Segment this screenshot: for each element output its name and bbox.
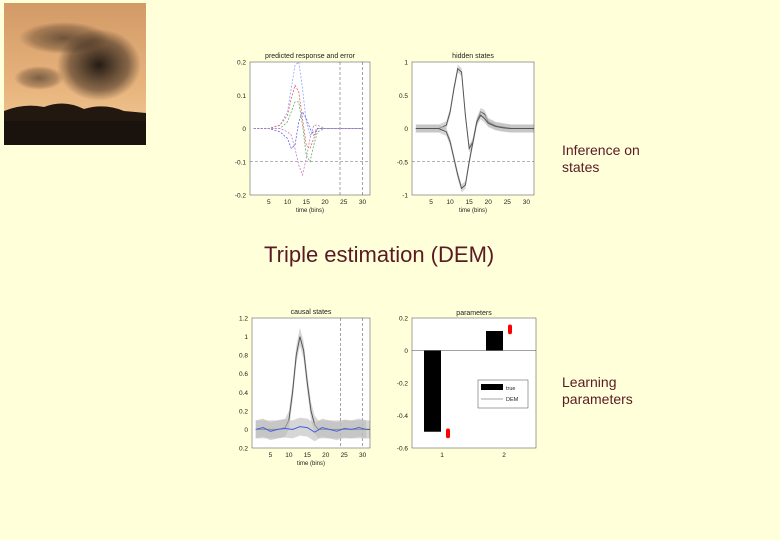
y-tick-label: 0.2 (239, 446, 248, 453)
plot-border (249, 61, 371, 196)
x-axis-label: time (bins) (297, 461, 325, 467)
x-tick-label: 10 (284, 199, 292, 206)
chart-parameters: parameters -0.6 -0.4 -0.2 0 0.2 1 2 true DEM (392, 308, 542, 473)
x-tick-label: 10 (447, 199, 455, 206)
y-tick-label: 0.2 (399, 316, 408, 323)
y-tick-label: 0.6 (239, 371, 248, 378)
x-tick-label: 1 (440, 452, 444, 459)
x-tick-label: 15 (303, 199, 311, 206)
y-tick-label: 1.2 (239, 316, 248, 323)
slide-title: Triple estimation (DEM) (264, 242, 495, 267)
legend-swatch-true (481, 384, 503, 390)
chart-title: hidden states (452, 53, 494, 60)
y-tick-label: 0 (244, 427, 248, 434)
learning-label-line-2: parameters (562, 391, 633, 407)
x-tick-label: 20 (321, 199, 329, 206)
x-tick-label: 30 (359, 199, 367, 206)
x-tick-label: 5 (269, 452, 273, 459)
legend-label-true: true (506, 386, 515, 392)
chart-title: causal states (291, 309, 332, 316)
x-tick-label: 25 (504, 199, 512, 206)
x-tick-label: 25 (340, 199, 348, 206)
learning-label: Learning parameters (562, 374, 682, 408)
y-tick-label: -0.2 (235, 193, 247, 200)
bar-true (424, 350, 441, 432)
x-axis-label: time (bins) (296, 208, 324, 214)
series-line-0 (253, 61, 363, 136)
chart-hidden-states: hidden states -1 -0.5 0 0.5 1 5 10 15 20 25 30 time … (392, 50, 542, 220)
x-tick-label: 10 (285, 452, 293, 459)
x-tick-label: 15 (304, 452, 312, 459)
plot-border (251, 317, 371, 449)
x-tick-label: 30 (359, 452, 367, 459)
y-tick-label: 1 (404, 60, 408, 67)
plot-border (411, 61, 535, 196)
y-tick-label: -0.5 (397, 159, 409, 166)
inference-label-line-2: states (562, 159, 600, 175)
bar-dem (446, 428, 450, 439)
plot-border (411, 317, 537, 449)
x-tick-label: 2 (502, 452, 506, 459)
legend-label-dem: DEM (506, 397, 519, 403)
y-tick-label: -0.6 (397, 446, 409, 453)
y-tick-label: -0.1 (235, 159, 247, 166)
learning-label-line-1: Learning (562, 374, 617, 390)
bar-true (486, 331, 503, 351)
y-tick-label: 1 (244, 334, 248, 341)
x-tick-label: 20 (485, 199, 493, 206)
series-line-1 (415, 114, 534, 190)
series-line-1 (255, 426, 367, 433)
y-tick-label: -0.4 (397, 413, 409, 420)
y-tick-label: 0.8 (239, 353, 248, 360)
y-tick-label: 0.1 (237, 93, 246, 100)
chart-causal-states: causal states 0.2 0 0.2 0.4 0.6 0.8 1 1.2 5 10 15 20… (222, 308, 372, 473)
x-tick-label: 5 (429, 199, 433, 206)
starling-murmuration-photo (4, 3, 146, 145)
y-tick-label: 0 (242, 126, 246, 133)
y-tick-label: 0.2 (237, 60, 246, 67)
y-tick-label: 0 (404, 348, 408, 355)
y-tick-label: 0.2 (239, 408, 248, 415)
bar-dem (508, 324, 512, 335)
y-tick-label: 0 (404, 126, 408, 133)
x-axis-label: time (bins) (459, 208, 487, 214)
chart-predicted-response: predicted response and error -0.2 -0.1 0 0.1… (222, 50, 372, 220)
chart-title: predicted response and error (265, 53, 356, 60)
x-tick-label: 25 (341, 452, 349, 459)
chart-title: parameters (456, 310, 492, 317)
x-tick-label: 15 (466, 199, 474, 206)
inference-label-line-1: Inference on (562, 142, 640, 158)
y-tick-label: -1 (402, 193, 408, 200)
series-line-4 (253, 124, 363, 177)
y-tick-label: 0.4 (239, 390, 248, 397)
inference-label: Inference on states (562, 142, 682, 176)
x-tick-label: 5 (267, 199, 271, 206)
y-tick-label: -0.2 (397, 381, 409, 388)
y-tick-label: 0.5 (399, 93, 408, 100)
x-tick-label: 30 (523, 199, 531, 206)
x-tick-label: 20 (322, 452, 330, 459)
